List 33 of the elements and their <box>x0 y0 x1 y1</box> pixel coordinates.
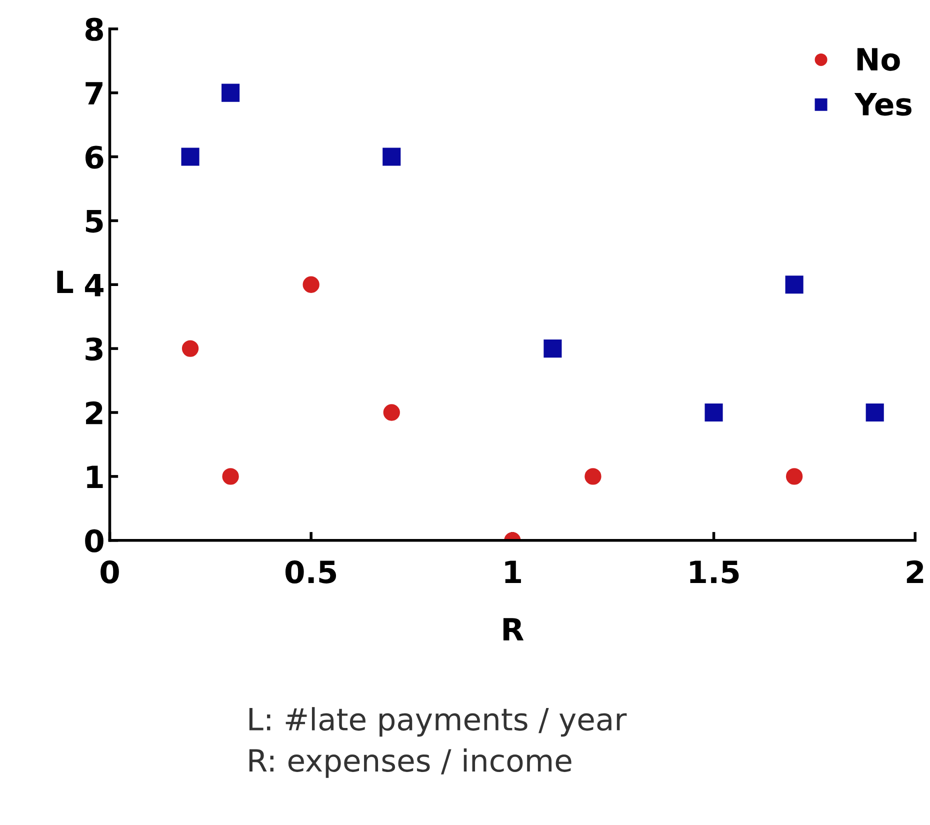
y-tick-label: 6 <box>86 146 104 169</box>
point <box>182 340 199 357</box>
x-tick-label: 0 <box>100 560 119 584</box>
y-axis-title: L <box>57 270 74 294</box>
text: L: #late payments / year <box>249 707 627 737</box>
legend-label: No <box>857 48 900 71</box>
point <box>382 148 401 166</box>
point <box>302 276 320 293</box>
point <box>181 148 200 166</box>
x-tick-label: 2 <box>906 560 924 584</box>
point <box>222 84 240 102</box>
x-tick-label: 1.5 <box>690 560 739 584</box>
y-tick-label: 1 <box>87 466 103 488</box>
y-tick-label: 0 <box>85 529 104 552</box>
y-tick-label: 4 <box>84 274 104 296</box>
legend-label: Yes <box>854 93 912 116</box>
point <box>584 468 602 485</box>
point <box>785 276 804 294</box>
point <box>383 404 400 421</box>
point <box>222 468 239 485</box>
point <box>866 403 884 422</box>
y-tick-label: 8 <box>85 18 103 41</box>
text: R: expenses / income <box>249 748 572 778</box>
x-tick-label: 0.5 <box>285 560 336 584</box>
point <box>786 468 803 485</box>
point <box>704 403 723 422</box>
y-tick-label: 7 <box>86 82 102 104</box>
point <box>544 340 562 358</box>
x-tick-label: 1 <box>505 560 521 584</box>
x-axis-title: R <box>503 618 524 640</box>
y-tick-label: 3 <box>86 337 102 361</box>
y-tick-label: 2 <box>86 401 102 424</box>
y-tick-label: 5 <box>86 210 103 233</box>
